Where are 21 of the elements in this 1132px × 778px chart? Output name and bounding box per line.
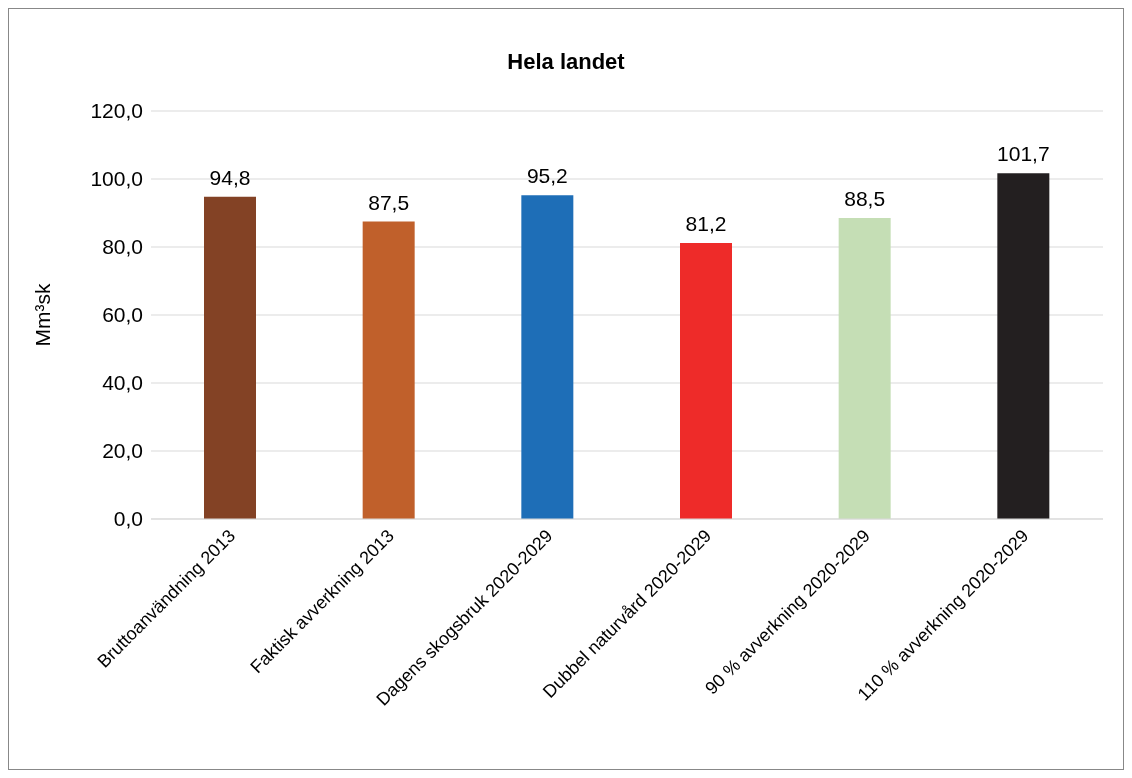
chart-title: Hela landet <box>506 49 626 75</box>
data-label: 101,7 <box>997 142 1050 166</box>
y-tick-label: 0,0 <box>113 507 143 531</box>
y-tick-label: 60,0 <box>102 303 143 327</box>
bar <box>838 218 891 519</box>
y-tick-label: 120,0 <box>90 99 143 123</box>
y-tick-label: 80,0 <box>102 235 143 259</box>
y-tick-label: 100,0 <box>90 167 143 191</box>
bar <box>204 196 256 519</box>
y-tick-label: 20,0 <box>102 439 143 463</box>
bar <box>997 173 1050 519</box>
y-axis-title: Mm³sk <box>31 283 55 347</box>
data-label: 95,2 <box>526 164 568 188</box>
data-label: 87,5 <box>368 190 410 214</box>
data-label: 81,2 <box>685 211 727 235</box>
bar <box>362 221 415 519</box>
data-label: 88,5 <box>844 187 886 211</box>
y-tick-label: 40,0 <box>102 371 143 395</box>
bar <box>680 242 732 519</box>
bar <box>521 195 574 519</box>
data-label: 94,8 <box>209 165 251 189</box>
